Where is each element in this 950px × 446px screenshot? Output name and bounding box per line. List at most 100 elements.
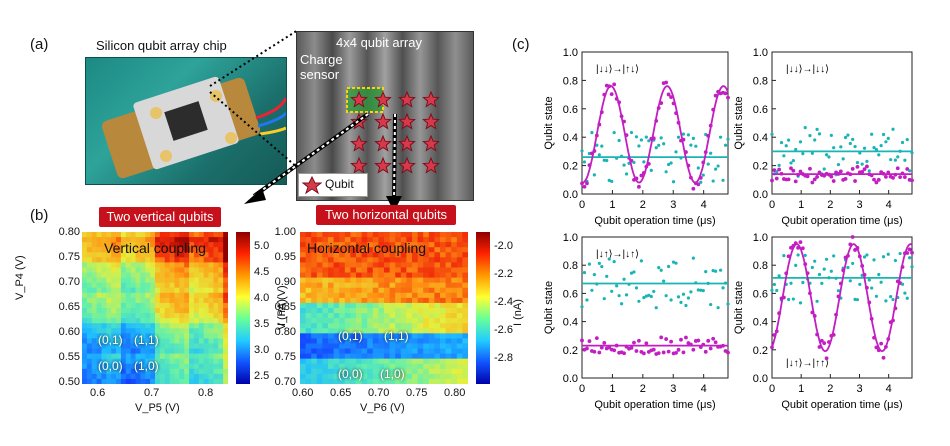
heat-cell — [111, 343, 117, 350]
heat-cell — [428, 328, 435, 334]
heat-cell — [155, 262, 161, 269]
heat-cell — [82, 378, 88, 385]
heat-cell — [101, 313, 107, 319]
heat-cell — [395, 378, 402, 385]
heat-cell — [120, 318, 127, 324]
heat-cell — [328, 333, 335, 339]
heat-cell — [378, 358, 385, 365]
magenta-point — [726, 350, 730, 355]
heat-cell — [150, 267, 156, 274]
charge-state-label: (0,1) — [98, 333, 123, 347]
heat-cell — [135, 257, 141, 263]
heat-cell — [174, 267, 180, 274]
heat-cell — [339, 308, 346, 314]
heat-cell — [106, 323, 112, 329]
charge-sensor-box — [347, 88, 383, 112]
heat-cell — [150, 272, 156, 279]
heat-cell — [356, 237, 363, 243]
heat-cell — [440, 308, 447, 314]
heat-cell — [361, 242, 368, 248]
heat-cell — [111, 368, 117, 375]
heat-cell — [406, 287, 413, 294]
heat-cell — [389, 272, 396, 279]
heat-cell — [440, 323, 447, 329]
heat-cell — [101, 378, 107, 385]
heat-cell — [406, 318, 413, 324]
heat-cell — [417, 277, 424, 284]
heat-cell — [208, 252, 214, 258]
heat-cell — [378, 297, 385, 304]
magenta-point — [674, 350, 678, 355]
cyan-point — [671, 180, 676, 184]
heat-cell — [372, 338, 379, 345]
heat-cell — [111, 267, 117, 274]
heat-cell — [328, 358, 335, 365]
cyan-point — [796, 253, 800, 257]
y-tick-label: 0.4 — [753, 317, 768, 329]
heat-cell — [208, 373, 214, 380]
heat-cell — [218, 318, 224, 324]
heat-cell — [223, 363, 229, 370]
heat-cell — [145, 353, 151, 360]
heat-cell — [159, 378, 166, 385]
heat-cell — [445, 237, 452, 243]
heat-cell — [367, 287, 374, 294]
magenta-point — [850, 167, 855, 171]
heat-cell — [86, 363, 93, 370]
heat-cell — [193, 353, 200, 360]
heat-cell — [367, 237, 374, 243]
heat-cell — [120, 313, 127, 319]
heat-cell — [111, 232, 117, 238]
cyan-point — [632, 270, 636, 274]
heat-cell — [434, 358, 441, 365]
heat-cell — [361, 237, 368, 243]
heat-cell — [361, 252, 368, 258]
heat-cell — [130, 302, 137, 309]
heat-cell — [423, 348, 430, 355]
heat-cell — [159, 323, 166, 329]
heat-cell — [155, 353, 161, 360]
heat-cell — [86, 297, 93, 304]
heat-cell — [372, 237, 379, 243]
heat-cell — [96, 318, 103, 324]
heat-cell — [125, 267, 132, 274]
heat-cell — [372, 272, 379, 279]
charge-state-label: (1,0) — [134, 359, 159, 373]
heat-cell — [322, 338, 329, 345]
heat-cell — [213, 358, 219, 365]
heat-cell — [300, 247, 307, 253]
heat-cell — [96, 333, 103, 339]
heat-cell — [82, 242, 88, 248]
heat-cell — [462, 368, 469, 375]
heat-cell — [189, 277, 195, 284]
heat-cell — [130, 257, 137, 263]
heat-cell — [169, 333, 176, 339]
heat-cell — [440, 353, 447, 360]
heat-cell — [311, 287, 318, 294]
heat-cell — [218, 247, 224, 253]
state-annotation: |↓↑⟩→|↓↑⟩ — [596, 249, 639, 260]
heat-cell — [428, 297, 435, 304]
heat-cell — [378, 302, 385, 309]
heat-cell — [316, 348, 323, 355]
heat-cell — [179, 368, 185, 375]
heat-cell — [440, 358, 447, 365]
heat-cell — [164, 333, 171, 339]
heat-cell — [140, 363, 146, 370]
heat-cell — [106, 257, 112, 263]
cyan-point — [848, 141, 852, 146]
magenta-point — [634, 349, 639, 353]
heat-cell — [322, 348, 329, 355]
heat-cell — [208, 232, 214, 238]
heat-cell — [322, 257, 329, 263]
heat-cell — [116, 348, 122, 355]
cyan-point — [905, 296, 909, 300]
heat-cell — [350, 297, 357, 304]
axis-tick-label: 0.75 — [274, 351, 296, 363]
heat-cell — [333, 368, 340, 375]
heat-cell — [333, 252, 340, 258]
magenta-point — [666, 349, 671, 354]
magenta-point — [641, 351, 646, 356]
heat-cell — [300, 292, 307, 299]
heat-cell — [106, 237, 112, 243]
